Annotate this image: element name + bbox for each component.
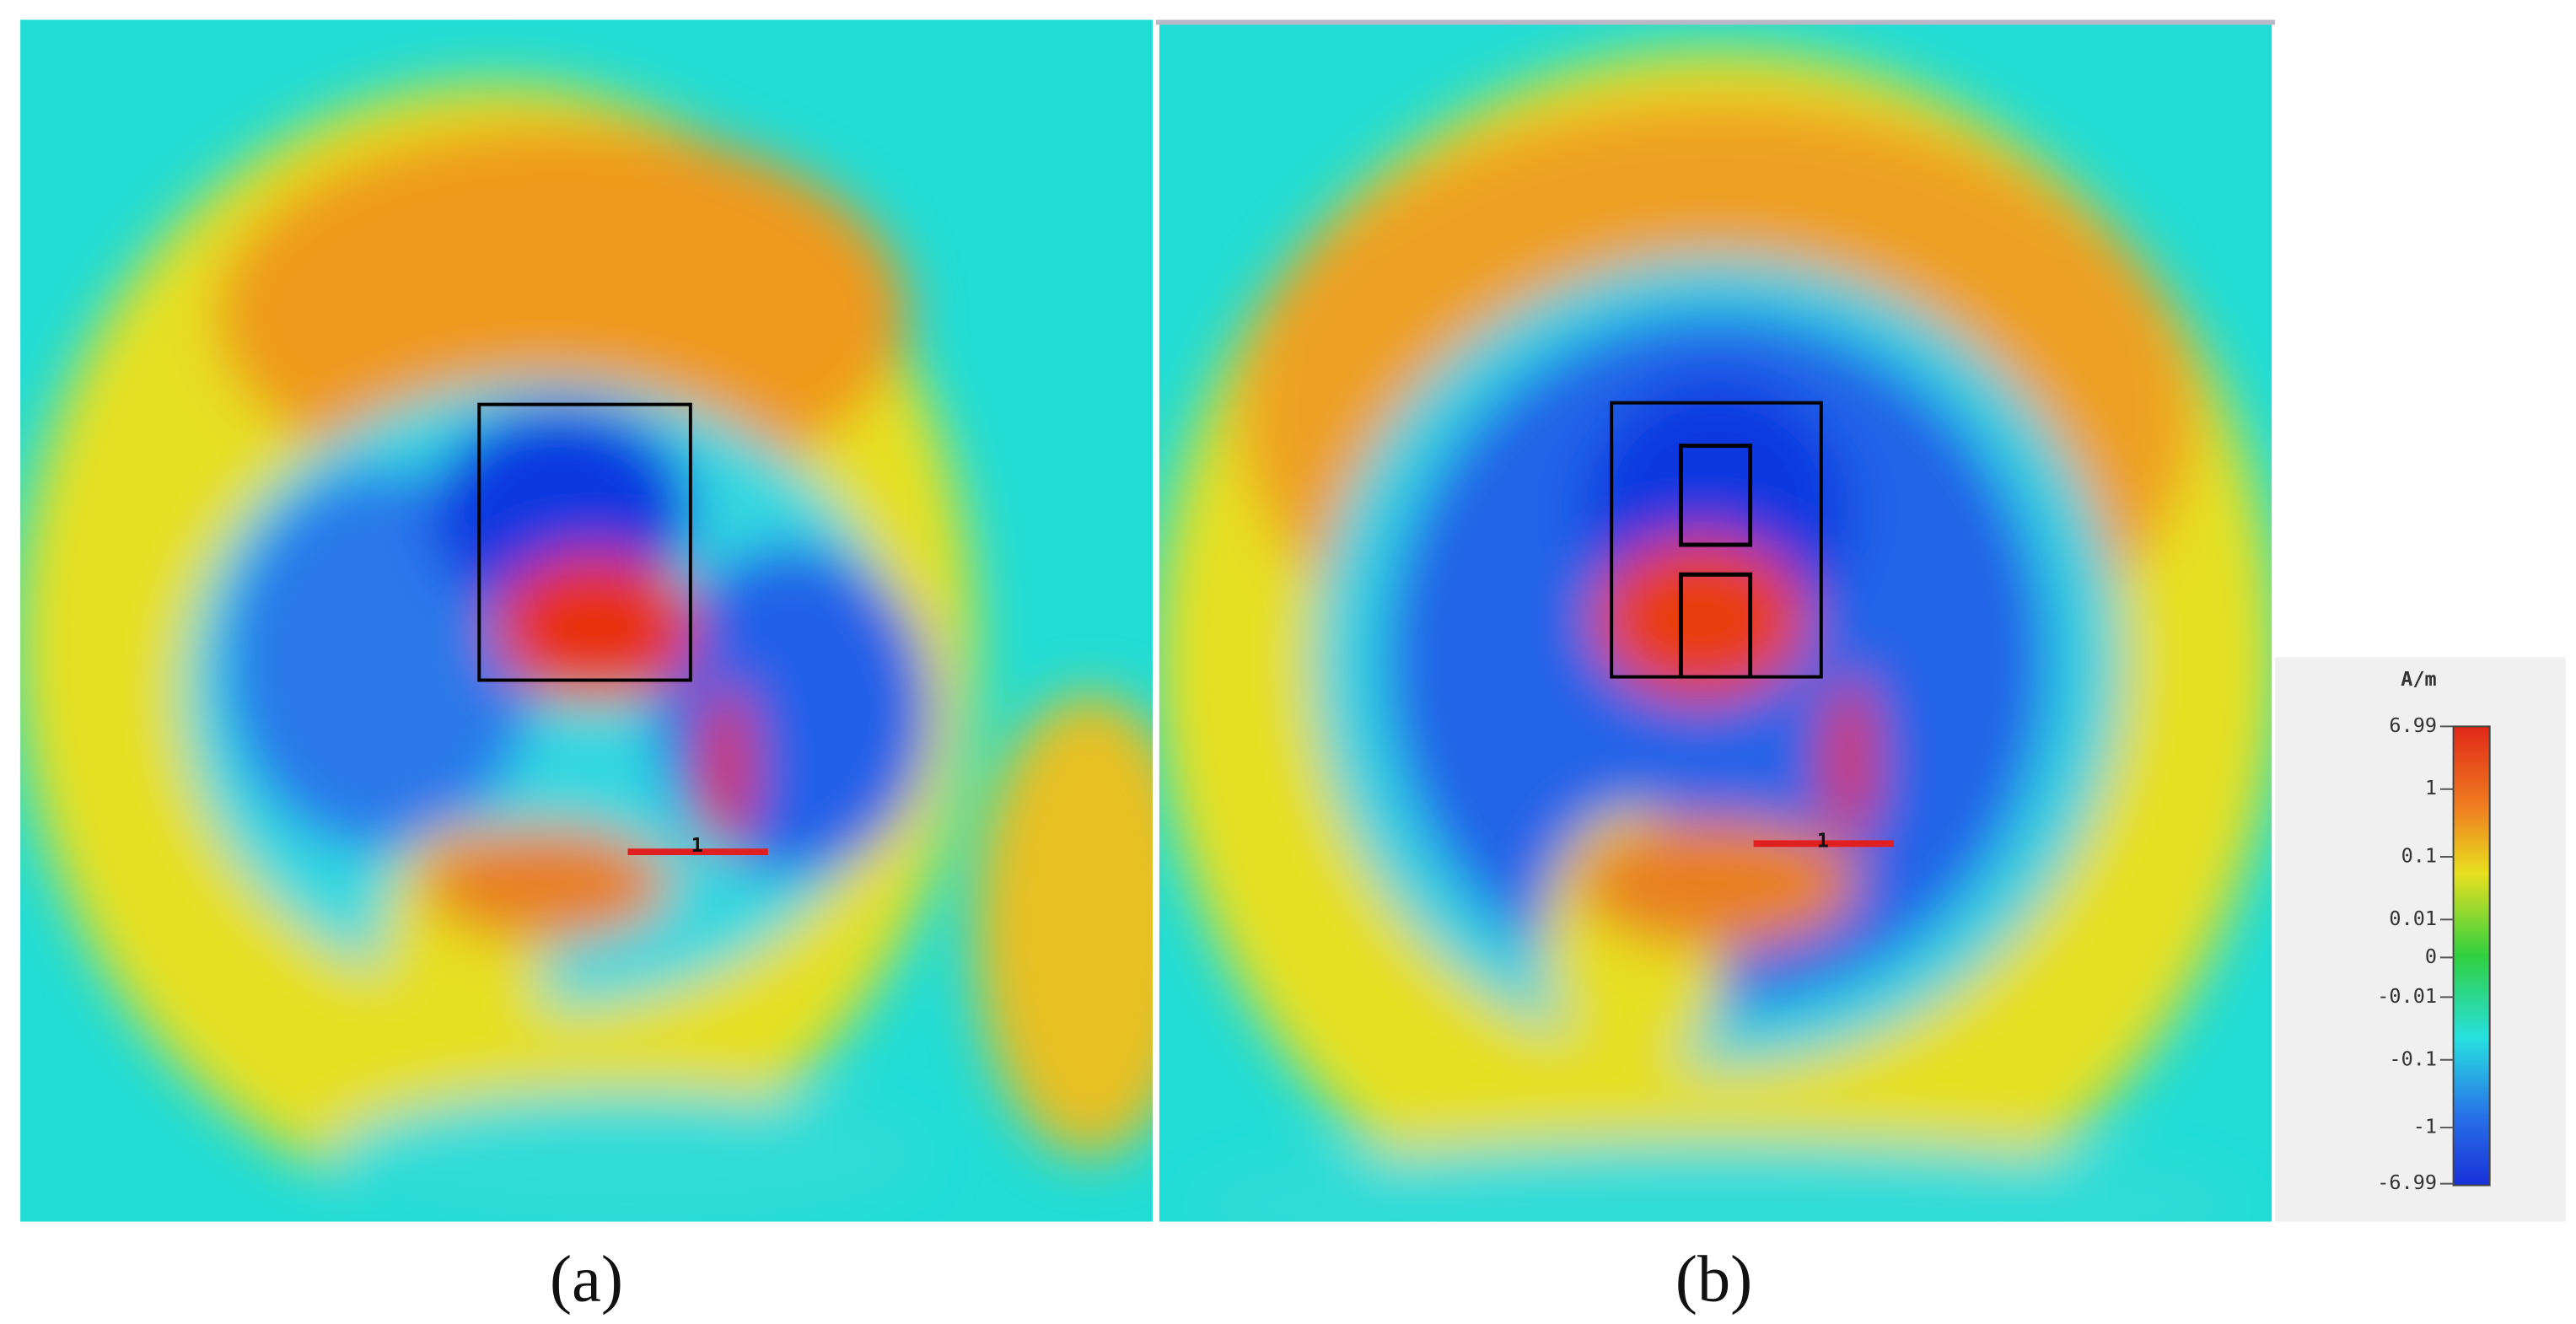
port-label: 1 (691, 833, 703, 857)
colorbar-tick-label: -6.99 (2377, 1171, 2437, 1194)
field-map-b (1159, 19, 2272, 1222)
colorbar-tick-label: -0.01 (2377, 984, 2437, 1008)
panel-label: (b) (1675, 1242, 1752, 1316)
colorbar: A/m 6.99 1 0.1 0.01 0 -0.01 -0.1 -1 -6.99 (2275, 657, 2566, 1222)
colorbar-tick-label: 0.1 (2401, 843, 2437, 867)
colorbar-tick-label: -0.1 (2389, 1047, 2437, 1070)
field-map-a (20, 19, 1153, 1222)
panel-label: (a) (550, 1242, 623, 1316)
port-label: 1 (1817, 828, 1829, 852)
colorbar-unit: A/m (2401, 667, 2436, 691)
frame-edge (1155, 19, 2276, 25)
colorbar-tick-label: 0.01 (2389, 907, 2437, 930)
colorbar-tick-label: 0 (2425, 945, 2437, 968)
colorbar-tick-label: -1 (2413, 1115, 2437, 1138)
colorbar-tick-label: 6.99 (2389, 713, 2437, 737)
colorbar-tick-label: 1 (2425, 776, 2437, 799)
